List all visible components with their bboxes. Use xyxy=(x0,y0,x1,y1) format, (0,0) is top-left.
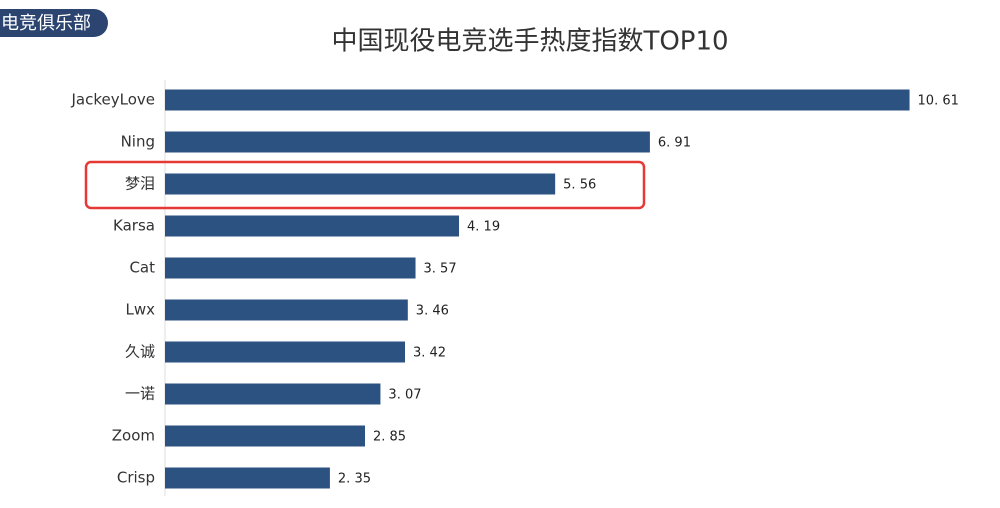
bar xyxy=(165,89,910,111)
y-tick-label: Karsa xyxy=(113,217,155,235)
bar xyxy=(165,257,416,279)
y-tick-label: 一诺 xyxy=(125,385,155,403)
y-tick-label: JackeyLove xyxy=(71,91,156,109)
value-label: 3. 46 xyxy=(416,304,449,319)
value-label: 10. 61 xyxy=(918,94,959,109)
bar xyxy=(165,467,330,489)
value-label: 5. 56 xyxy=(563,178,596,193)
y-tick-label: Cat xyxy=(129,259,155,277)
bar xyxy=(165,383,381,405)
value-label: 3. 07 xyxy=(388,388,421,403)
chart-title: 中国现役电竞选手热度指数TOP10 xyxy=(331,27,728,57)
value-label: 6. 91 xyxy=(658,136,691,151)
value-label: 4. 19 xyxy=(467,220,500,235)
y-tick-label: Lwx xyxy=(125,301,155,319)
bar xyxy=(165,299,408,321)
watermark: 电竞俱乐部 xyxy=(1,13,91,34)
highlight-box xyxy=(84,160,646,210)
y-tick-label: Crisp xyxy=(117,469,155,487)
value-label: 2. 85 xyxy=(373,430,406,445)
y-tick-label: Ning xyxy=(121,133,155,151)
value-label: 2. 35 xyxy=(338,472,371,487)
bar xyxy=(165,131,650,153)
bar xyxy=(165,341,405,363)
bar xyxy=(165,425,365,447)
value-label: 3. 57 xyxy=(424,262,457,277)
y-tick-label: Zoom xyxy=(112,427,155,445)
watermark-badge xyxy=(0,9,108,37)
bar xyxy=(165,173,556,195)
bar xyxy=(165,215,460,237)
y-tick-label: 梦泪 xyxy=(125,175,155,193)
value-label: 3. 42 xyxy=(413,346,446,361)
y-tick-label: 久诚 xyxy=(125,343,155,361)
